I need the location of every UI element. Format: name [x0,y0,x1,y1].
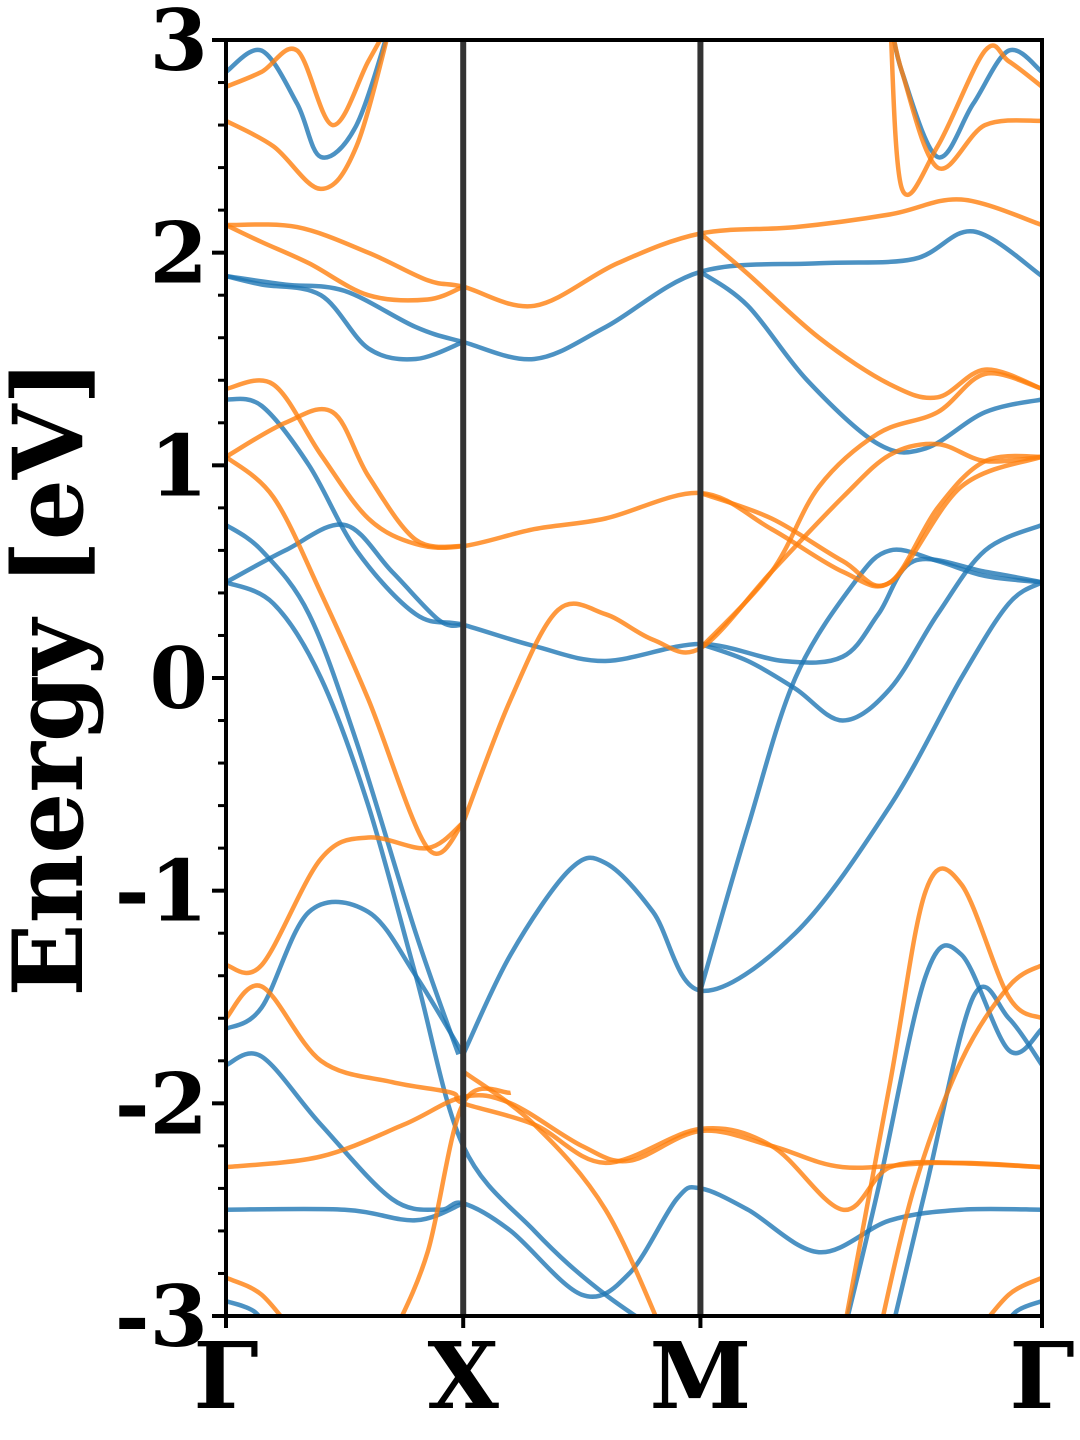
band-line-13 [226,1298,262,1316]
band-line-21 [698,231,1042,401]
band-line-30 [226,1093,1042,1171]
band-line-27 [698,371,1042,650]
band-line-28 [226,820,465,976]
band-line-26 [461,441,1042,824]
band-line-23 [226,406,464,550]
y-tick-label: 0 [150,629,208,728]
bands-group [226,40,1042,1316]
y-tick-label: 2 [150,204,208,303]
y-axis-ticks: -3 -2 -1 0 1 2 3 [115,0,226,1366]
band-line-17 [226,40,388,160]
band-line-39 [888,40,1042,198]
x-tick-label: Γ [1009,1322,1074,1430]
band-line-38 [226,40,389,192]
y-axis-label: Energy [eV] [0,359,105,996]
band-line-4 [226,522,464,628]
y-tick-label: -3 [115,1267,208,1366]
band-line-0 [226,229,1042,362]
band-line-15 [845,943,1042,1316]
band-line-8 [698,547,1042,992]
y-tick-label: -2 [115,1054,208,1153]
x-tick-label: Γ [193,1322,258,1430]
band-line-14 [1008,1298,1042,1316]
x-tick-label: M [649,1322,751,1430]
band-line-12 [226,1201,465,1223]
y-tick-label: 3 [150,0,208,90]
band-line-7 [461,580,1042,1056]
band-line-37 [226,40,383,128]
band-line-16 [892,984,1042,1316]
band-line-2 [699,269,1042,455]
band-line-1 [226,273,465,362]
band-line-34 [226,1275,284,1316]
band-line-36 [399,1086,512,1316]
band-line-11 [226,1051,1042,1299]
band-line-40 [891,40,1042,171]
band-line-24 [699,454,1042,589]
band-line-25 [226,455,465,856]
band-line-31 [461,1069,659,1316]
plot-frame [224,38,1044,1318]
band-line-29 [226,983,1042,1212]
x-tick-label: X [428,1322,500,1430]
band-line-32 [880,963,1042,1316]
band-line-35 [986,1275,1042,1316]
band-line-22 [226,378,1042,589]
band-line-9 [699,522,1042,723]
band-line-19 [226,197,1042,309]
band-line-20 [226,222,465,303]
high-symmetry-lines [460,40,704,1316]
y-tick-label: -1 [115,842,208,941]
band-line-33 [844,866,1042,1316]
band-line-10 [226,899,466,1056]
y-tick-label: 1 [150,416,208,515]
band-line-5 [226,523,461,1056]
